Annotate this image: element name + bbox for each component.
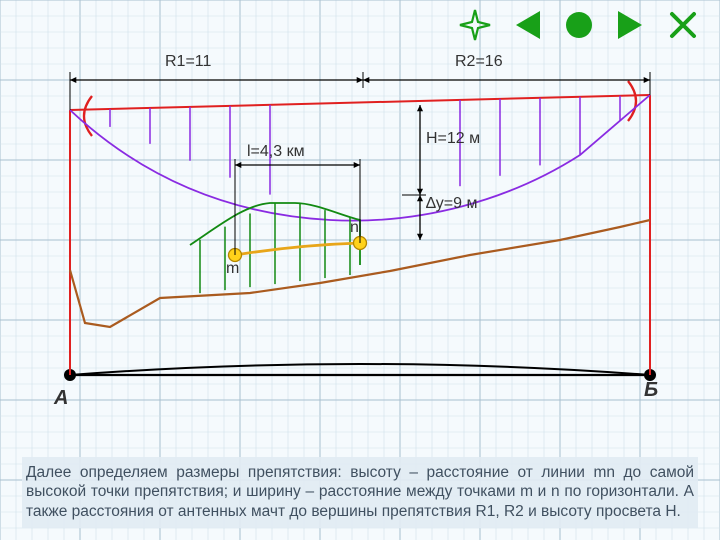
obstacle-profile-diagram: R1=11 R2=16 l=4,3 км H=12 м ∆y=9 м m n А… bbox=[40, 55, 680, 410]
label-A: А bbox=[54, 387, 68, 410]
label-dy: ∆y=9 м bbox=[426, 195, 477, 213]
stop-button[interactable] bbox=[562, 8, 596, 42]
label-m: m bbox=[226, 260, 239, 278]
toolbar bbox=[458, 8, 700, 42]
label-n: n bbox=[350, 219, 359, 237]
close-button[interactable] bbox=[666, 8, 700, 42]
label-R1: R1=11 bbox=[165, 53, 211, 71]
next-button[interactable] bbox=[614, 8, 648, 42]
label-B: Б bbox=[644, 379, 658, 402]
label-H: H=12 м bbox=[426, 130, 480, 148]
label-R2: R2=16 bbox=[455, 53, 503, 71]
home-star-button[interactable] bbox=[458, 8, 492, 42]
caption-text: Далее определяем размеры препятствия: вы… bbox=[22, 457, 698, 528]
label-l: l=4,3 км bbox=[247, 143, 305, 161]
prev-button[interactable] bbox=[510, 8, 544, 42]
